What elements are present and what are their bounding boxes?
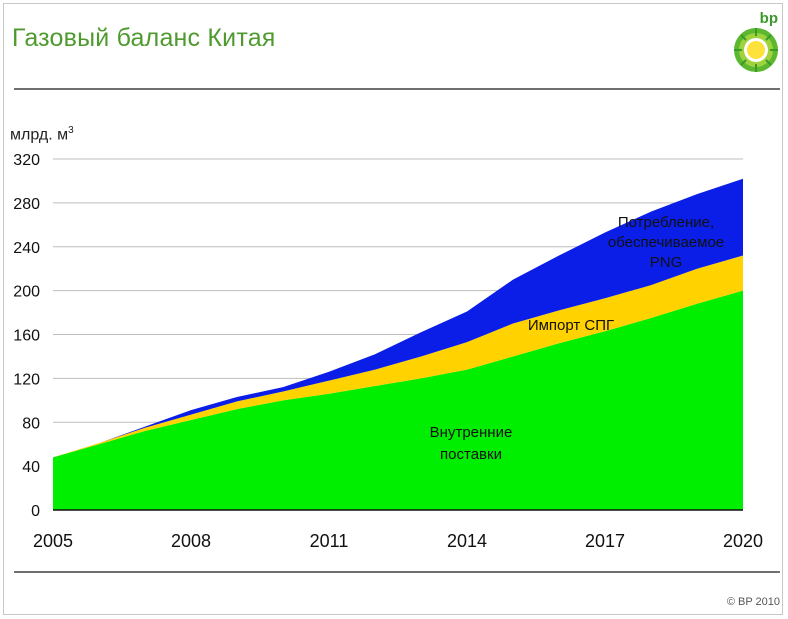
bp-logo-text: bp [759,10,778,27]
label-lng-import-line: Импорт СПГ [528,317,614,334]
area-png-consumption [53,178,743,458]
y-tick-label-280: 280 [13,196,40,213]
y-axis-unit: млрд. м3 [10,125,74,144]
label-domestic-supply: Внутренние поставки [430,424,513,463]
x-tick-label-2020: 2020 [723,531,763,551]
label-domestic-supply-line: Внутренние [430,424,513,441]
y-tick-label-160: 160 [13,328,40,345]
label-lng-import: Импорт СПГ [528,317,614,334]
x-tick-label-2005: 2005 [33,531,73,551]
slide-title: Газовый баланс Китая [12,24,276,52]
y-tick-label-240: 240 [13,240,40,257]
y-axis-unit-superscript: 3 [68,125,74,136]
slide-frame [3,3,783,615]
header-divider [14,88,780,90]
y-tick-label-200: 200 [13,284,40,301]
label-domestic-supply-line: поставки [440,446,502,463]
y-tick-label-40: 40 [22,459,40,476]
bp-helios-icon [734,28,778,72]
x-tick-label-2011: 2011 [310,531,349,551]
copyright: © BP 2010 [726,596,780,608]
label-png-consumption: Потребление, обеспечиваемое PNG [608,214,724,271]
x-tick-label-2014: 2014 [447,531,487,551]
label-png-consumption-line: обеспечиваемое [608,234,724,251]
area-domestic-supply [53,290,743,510]
y-tick-label-0: 0 [31,503,40,520]
y-tick-label-80: 80 [22,415,40,432]
bp-logo: bp [730,10,784,74]
x-tick-label-2017: 2017 [585,531,625,551]
y-tick-label-320: 320 [13,152,40,169]
label-png-consumption-line: PNG [650,254,683,271]
footer-divider [14,571,780,573]
y-tick-label-120: 120 [13,371,40,388]
x-tick-label-2008: 2008 [171,531,211,551]
label-png-consumption-line: Потребление, [618,214,714,231]
area-lng-import [53,255,743,458]
y-axis-unit-text: млрд. м [10,126,69,144]
